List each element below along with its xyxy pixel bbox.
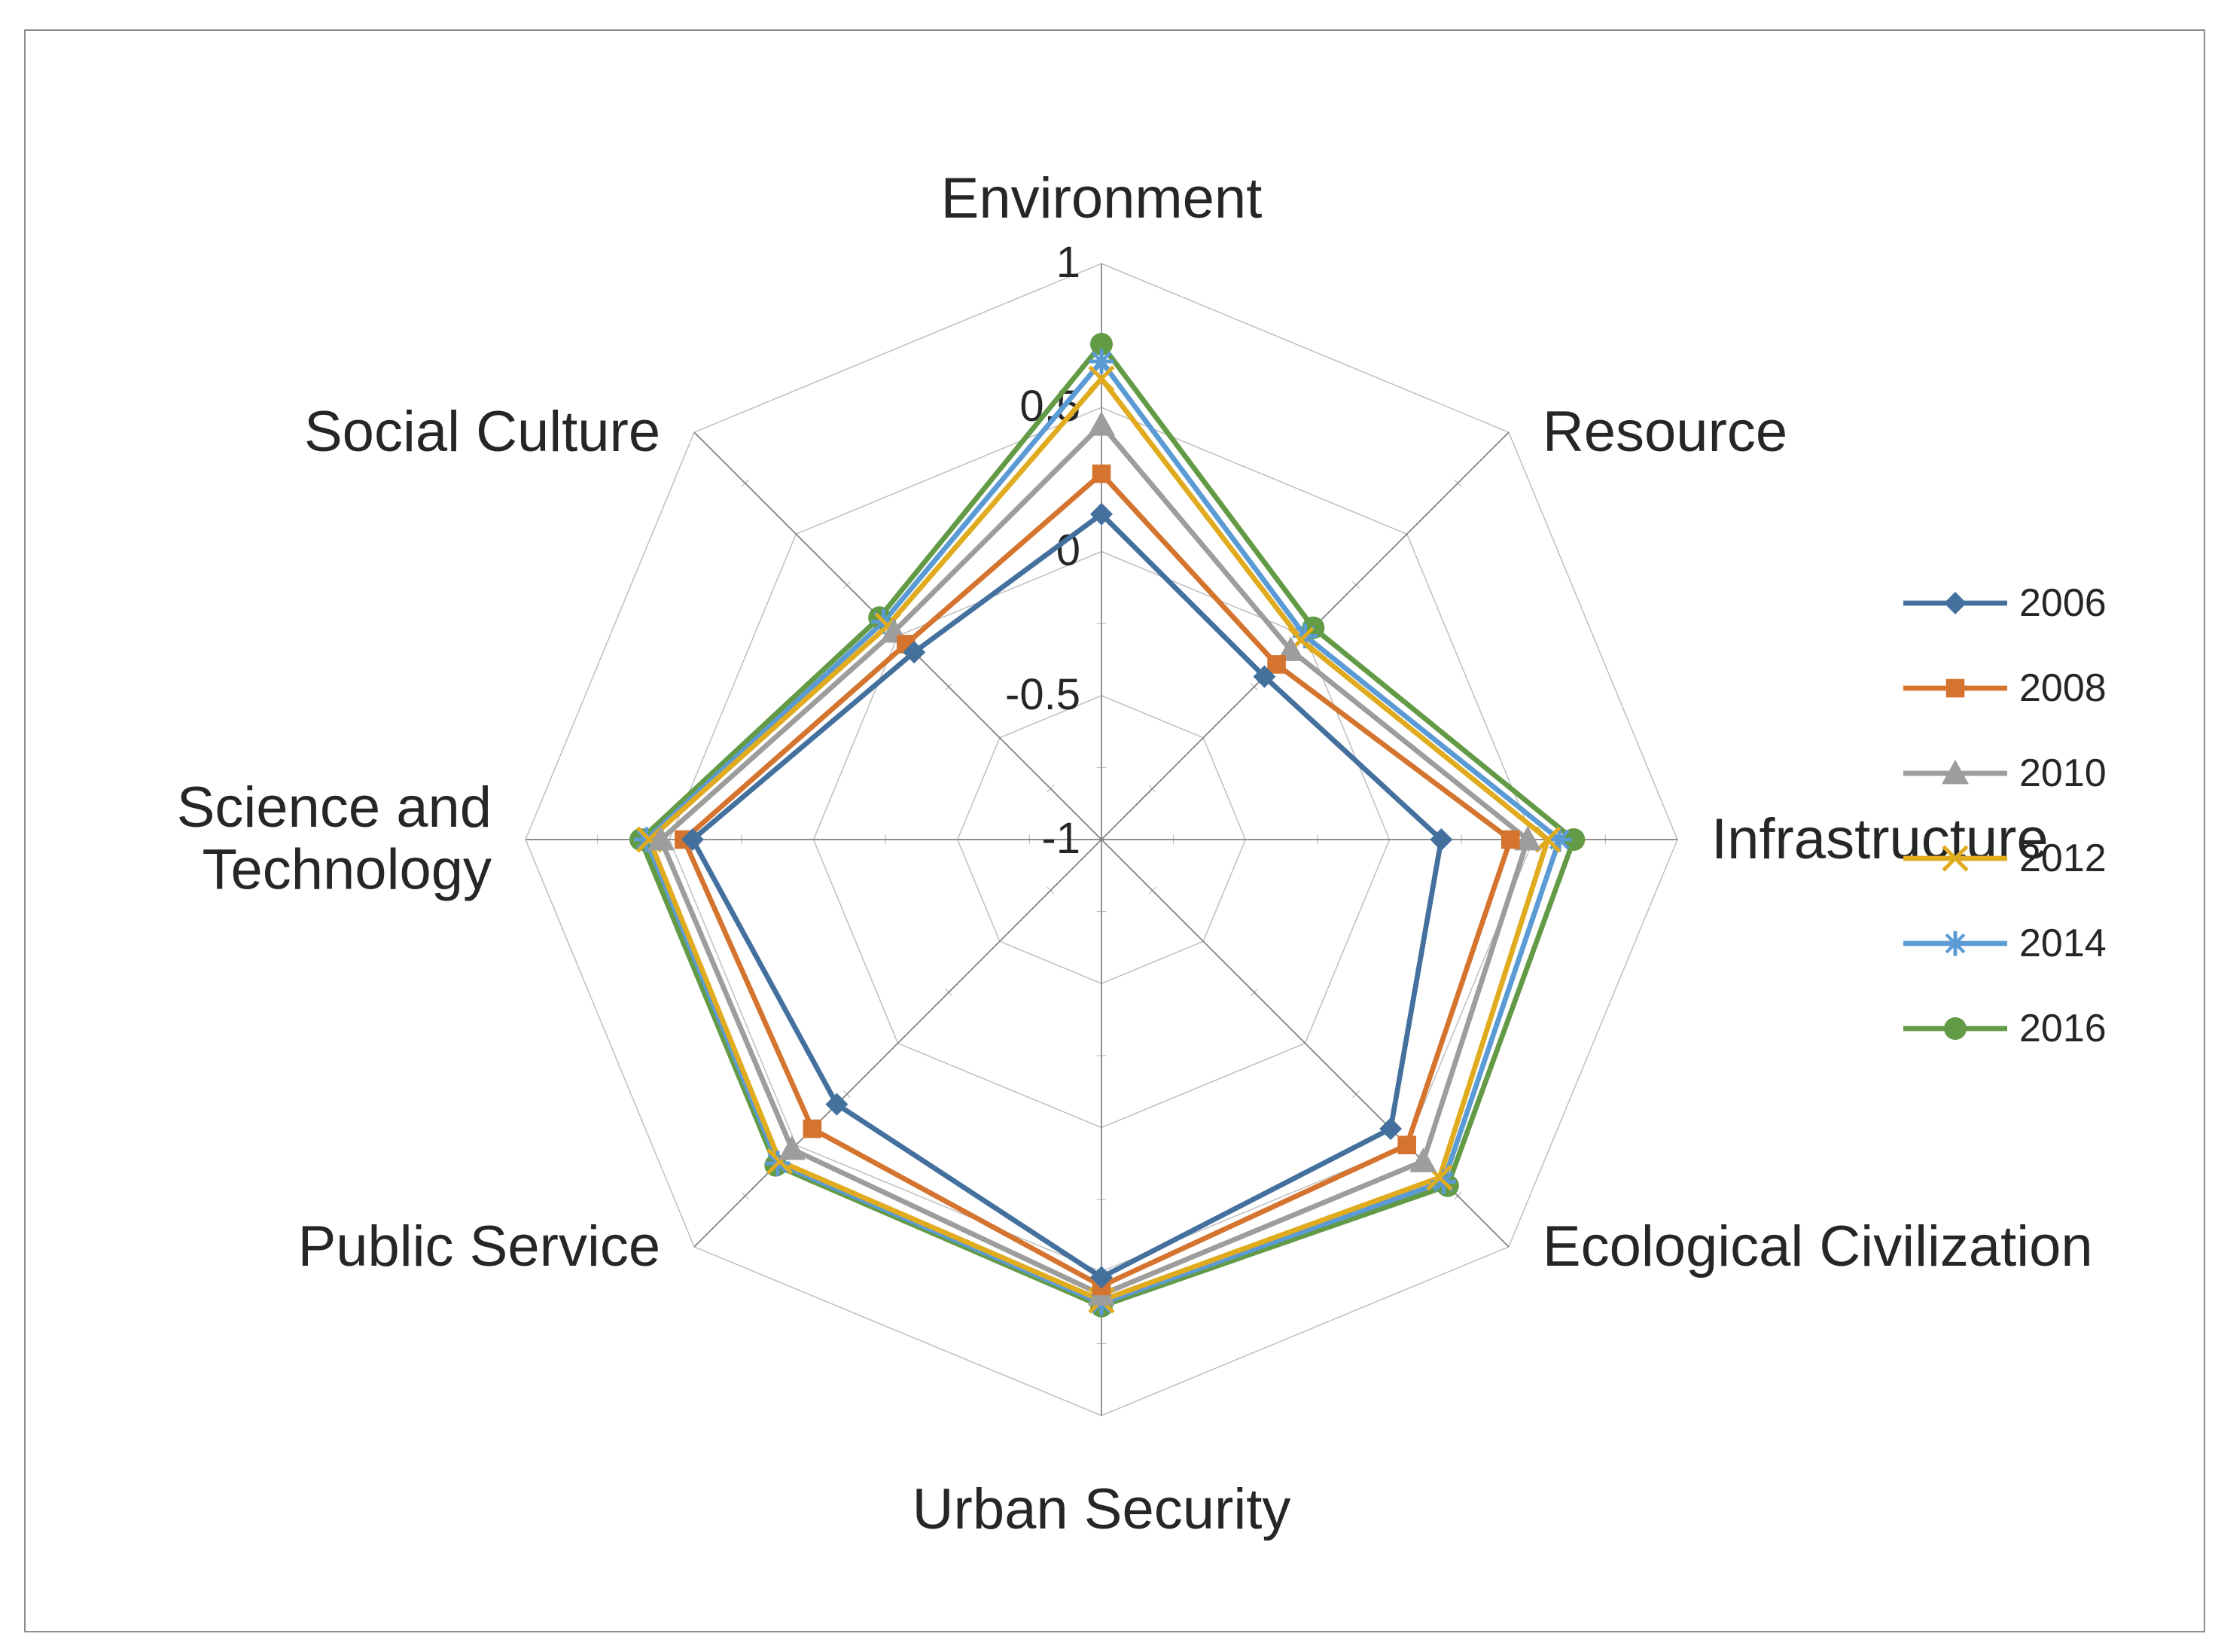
svg-text:2006: 2006 [2019,581,2107,625]
svg-text:2014: 2014 [2019,922,2107,965]
svg-text:2012: 2012 [2019,837,2107,880]
svg-text:Ecological Civilization: Ecological Civilization [1543,1215,2093,1279]
svg-text:Resource: Resource [1543,400,1787,464]
svg-text:Social Culture: Social Culture [304,400,660,464]
svg-text:-1: -1 [1041,814,1080,863]
svg-text:Environment: Environment [941,166,1263,230]
svg-text:Science and: Science and [177,776,492,840]
svg-text:2010: 2010 [2019,751,2107,795]
svg-text:Public Service: Public Service [298,1215,661,1279]
svg-text:2008: 2008 [2019,666,2107,710]
svg-text:2016: 2016 [2019,1007,2107,1050]
svg-text:Infrastructure: Infrastructure [1711,807,2049,871]
svg-text:Technology: Technology [203,837,492,901]
svg-text:Urban Security: Urban Security [913,1477,1291,1541]
svg-text:1: 1 [1056,238,1080,287]
svg-text:-0.5: -0.5 [1005,670,1080,719]
